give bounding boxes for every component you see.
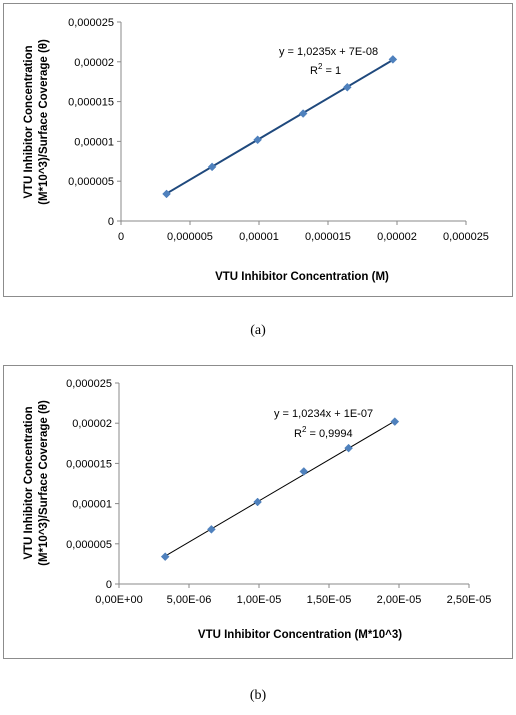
chart-a-data-point	[207, 162, 217, 172]
chart-a-x-tick-label: 0,00001	[239, 231, 279, 243]
chart-b-y-axis-title-line2: (M*10^3)/Surface Coverage (θ)	[38, 400, 50, 566]
chart-a-trendline	[166, 59, 394, 195]
chart-b-y-axis-title: VTU Inhibitor Concentration (M*10^3)/Sur…	[23, 400, 50, 566]
chart-a-y-tick-label: 0,000005	[68, 176, 114, 188]
chart-b-data-point	[160, 552, 170, 562]
chart-a-y-tick-label: 0,00002	[74, 57, 114, 69]
chart-a-r-squared: R2 = 1	[310, 62, 341, 77]
chart-a-svg: 0 0,000005 0,00001 0,000015 0,00002 0,000025 0…	[23, 17, 489, 283]
chart-b-x-tick-label: 5,00E-06	[167, 594, 212, 606]
chart-b-data-point	[390, 417, 400, 426]
chart-a-x-tick-label: 0,000025	[443, 231, 489, 243]
chart-b-y-tick-label: 0,00002	[72, 418, 112, 430]
chart-a-axes: 0 0,000005 0,00001 0,000015 0,00002 0,000025 0…	[68, 17, 489, 243]
chart-a-equation: y = 1,0235x + 7E-08	[279, 46, 378, 58]
chart-b-data-point	[299, 467, 309, 476]
chart-b-y-tick-label: 0,000025	[66, 378, 112, 390]
chart-a-x-tick-label: 0,000005	[167, 231, 213, 243]
chart-a-y-tick-label: 0,000015	[68, 97, 114, 109]
chart-b-svg: 0 0,000005 0,00001 0,000015 0,00002 0,000025 0…	[23, 378, 491, 641]
caption-a: (a)	[250, 323, 266, 338]
chart-b-x-tick-label: 1,50E-05	[307, 594, 352, 606]
chart-b-r-squared: R2 = 0,9994	[294, 425, 353, 440]
chart-b-x-tick-label: 2,00E-05	[377, 594, 422, 606]
chart-b-axes: 0 0,000005 0,00001 0,000015 0,00002 0,000025 0…	[66, 378, 491, 606]
chart-b-x-tick-label: 2,50E-05	[447, 594, 492, 606]
chart-b-x-tick-label: 1,00E-05	[237, 594, 282, 606]
chart-b-marks	[160, 417, 400, 562]
chart-a-y-tick-label: 0,00001	[74, 136, 114, 148]
chart-b-data-point	[253, 497, 262, 507]
chart-a-data-point	[162, 189, 171, 199]
chart-b-y-axis-title-line1: VTU Inhibitor Concentration	[23, 406, 35, 559]
chart-a-marks	[162, 55, 398, 199]
chart-a-data-point	[298, 109, 308, 118]
chart-b-x-tick-label: 0,00E+00	[95, 594, 142, 606]
chart-b-x-axis-title: VTU Inhibitor Concentration (M*10^3)	[198, 629, 402, 641]
chart-a-data-point	[342, 82, 352, 92]
chart-a-y-tick-label: 0	[108, 216, 114, 228]
chart-a-data-point	[388, 55, 398, 64]
chart-b-data-point	[207, 524, 216, 534]
chart-a-x-tick-label: 0,000015	[305, 231, 351, 243]
chart-a-x-tick-label: 0,00002	[377, 231, 417, 243]
chart-b-y-tick-label: 0,00001	[72, 499, 112, 511]
chart-a-y-axis-title-line2: (M*10^3)/Surface Coverage (θ)	[38, 39, 50, 205]
chart-b-data-point	[344, 443, 353, 453]
chart-panel-b: 0 0,000005 0,00001 0,000015 0,00002 0,000025 0…	[3, 365, 513, 659]
chart-b-y-tick-label: 0,000005	[66, 539, 112, 551]
chart-b-equation: y = 1,0234x + 1E-07	[274, 408, 373, 420]
chart-a-x-tick-label: 0	[118, 231, 124, 243]
chart-b-trendline	[164, 420, 396, 557]
chart-a-y-axis-title-line1: VTU Inhibitor Concentration	[23, 45, 35, 198]
chart-a-data-point	[253, 135, 262, 145]
caption-b: (b)	[249, 688, 267, 703]
chart-a-y-tick-label: 0,000025	[68, 17, 114, 29]
chart-a-x-axis-title: VTU Inhibitor Concentration (M)	[215, 271, 389, 283]
chart-b-y-tick-label: 0,000015	[66, 458, 112, 470]
chart-a-y-axis-title: VTU Inhibitor Concentration (M*10^3)/Sur…	[23, 39, 50, 205]
chart-panel-a: 0 0,000005 0,00001 0,000015 0,00002 0,000025 0…	[3, 3, 513, 297]
chart-b-y-tick-label: 0	[106, 579, 112, 591]
